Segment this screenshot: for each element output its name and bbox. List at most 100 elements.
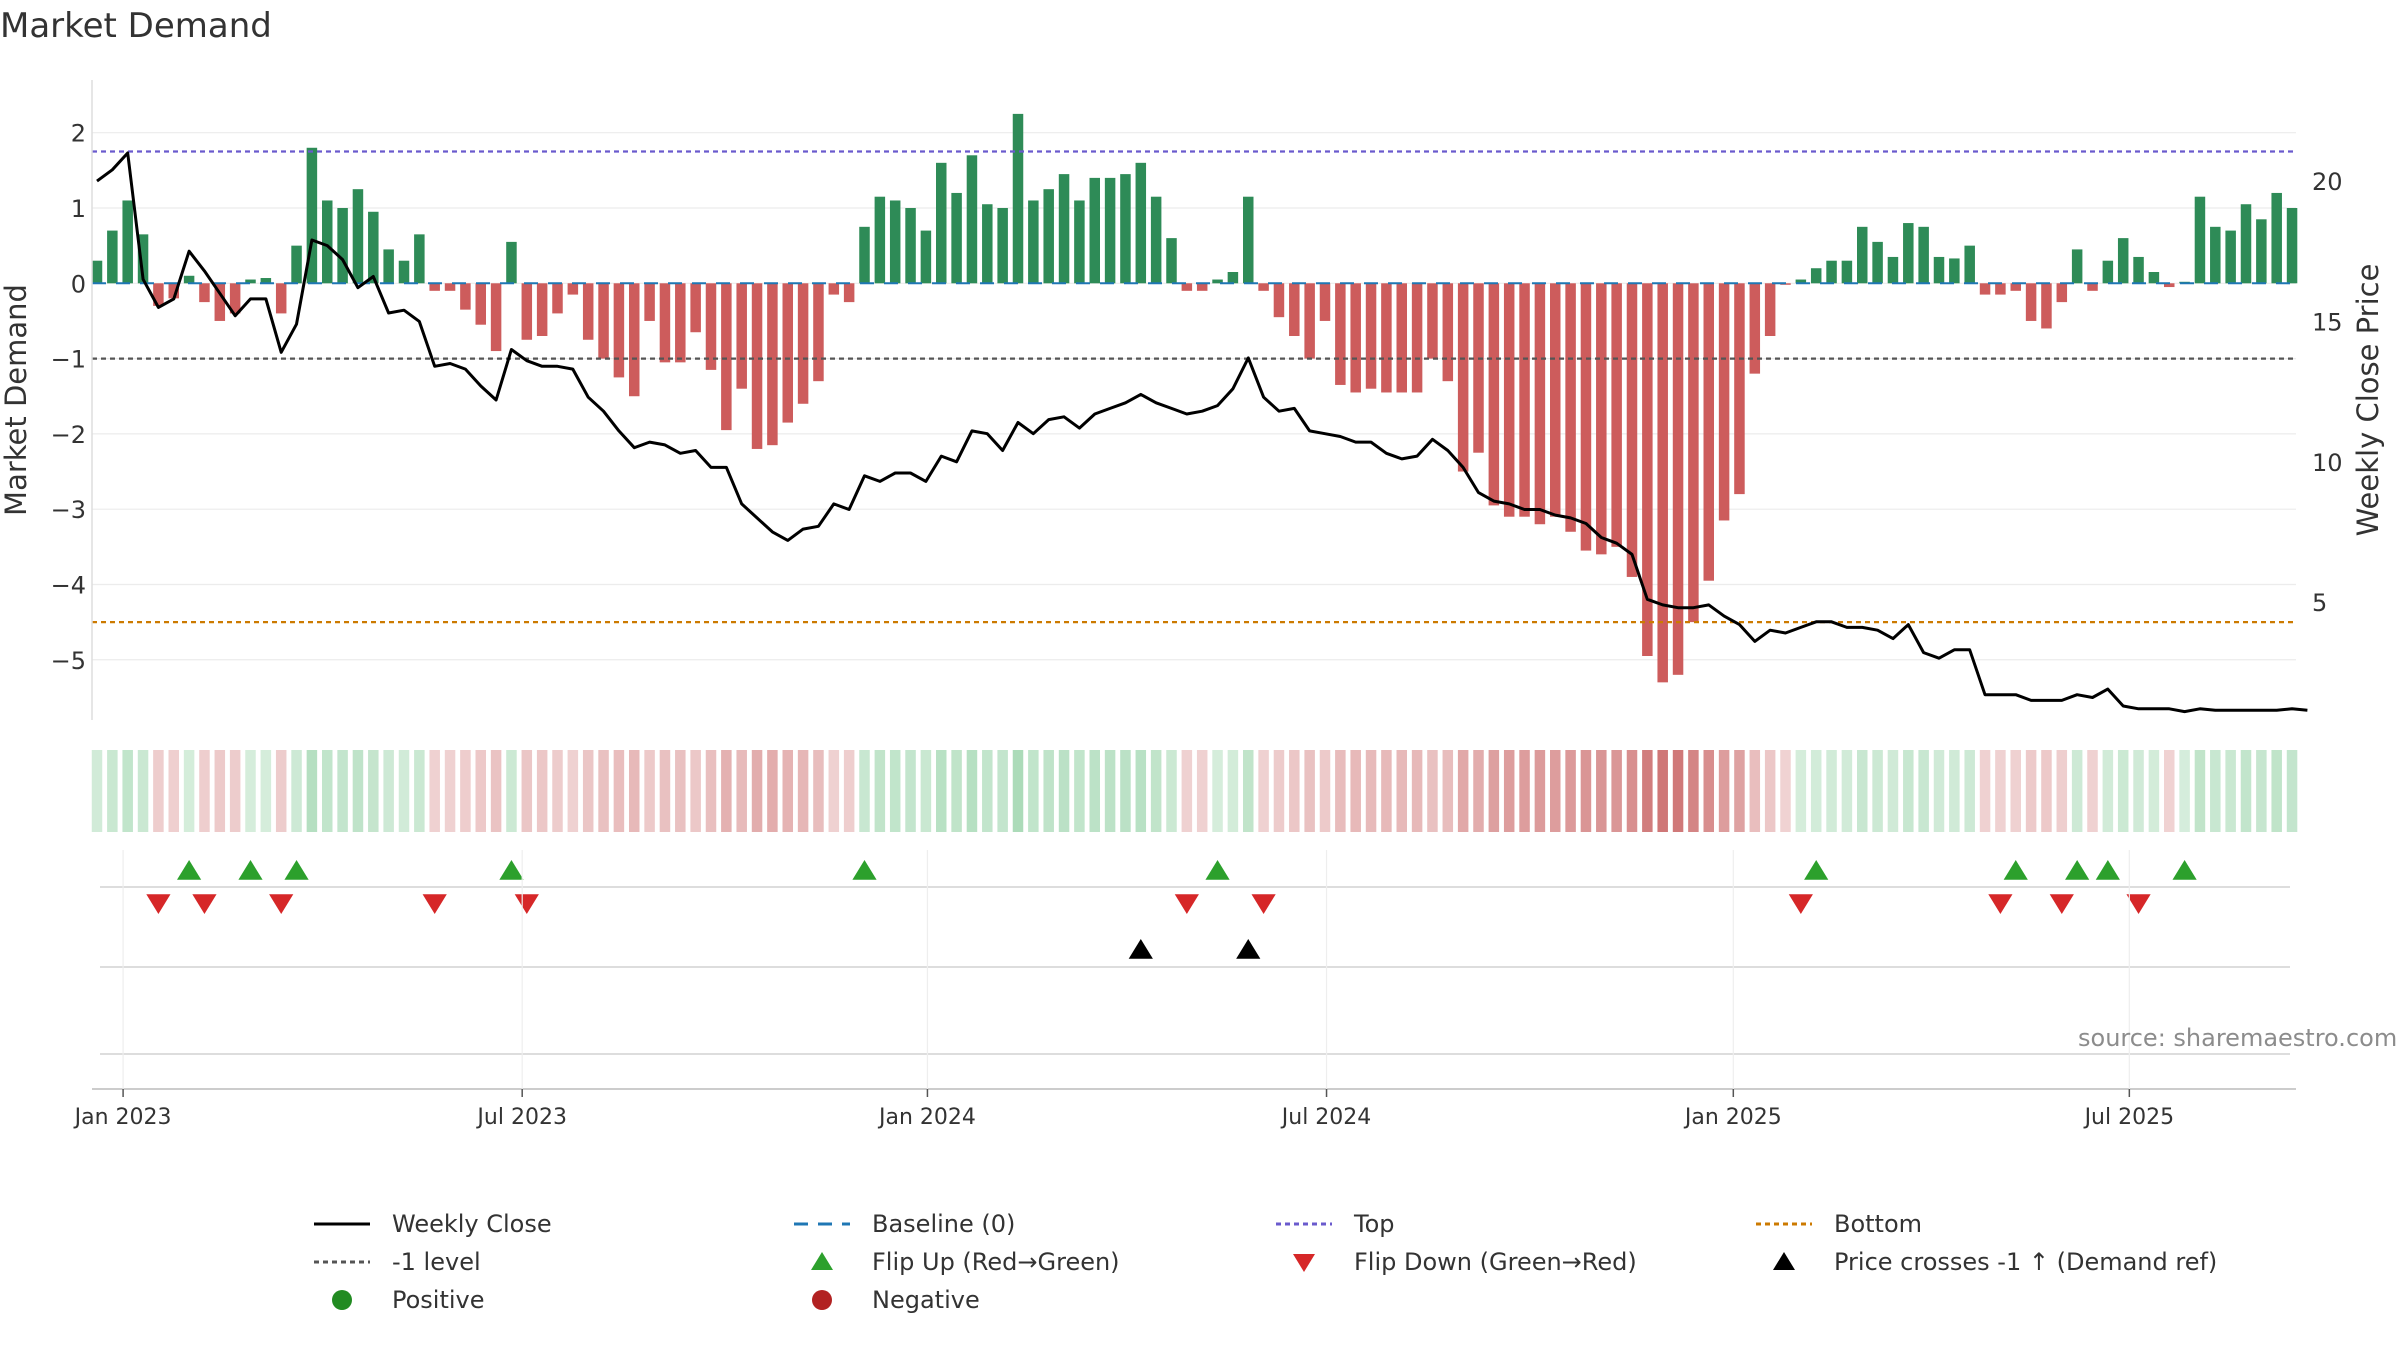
- demand-bar: [1872, 241, 1883, 284]
- y-tick-label: −1: [51, 346, 86, 374]
- heat-cell: [1857, 750, 1868, 832]
- heat-cell: [966, 750, 978, 832]
- demand-bar: [429, 283, 440, 291]
- demand-bar: [1918, 226, 1929, 284]
- heat-cell: [137, 750, 149, 832]
- demand-bar: [889, 200, 901, 284]
- flip-up-marker: [177, 860, 202, 880]
- heat-cell: [1887, 750, 1899, 832]
- y2-tick-label: 20: [2312, 168, 2343, 196]
- demand-bar: [1810, 268, 1822, 284]
- flip-down-marker: [1788, 894, 1813, 914]
- heat-cell: [705, 750, 717, 832]
- heat-cell: [552, 750, 563, 832]
- y2-axis-label: Weekly Close Price: [2351, 264, 2385, 537]
- flip-up-marker: [1804, 860, 1829, 880]
- flip-up-marker: [2003, 860, 2028, 880]
- demand-bar: [1365, 283, 1377, 389]
- flip-up-marker: [2065, 860, 2090, 880]
- heat-cell: [1964, 750, 1975, 832]
- flip-down-marker: [2049, 894, 2074, 914]
- legend-baseline-symbol: [794, 1222, 850, 1226]
- demand-bar: [536, 283, 548, 336]
- demand-bar: [1166, 238, 1177, 284]
- demand-bar: [874, 196, 886, 284]
- x-tick-label: Jul 2025: [2083, 1105, 2175, 1130]
- heat-cell: [1764, 750, 1776, 832]
- legend-bottom-symbol: [1756, 1222, 1812, 1226]
- heat-cell: [2117, 750, 2129, 832]
- demand-bar: [1427, 283, 1438, 359]
- legend-negative-symbol: [812, 1290, 832, 1310]
- heat-cell: [275, 750, 287, 832]
- heat-cell: [1074, 750, 1085, 832]
- demand-bar: [183, 275, 195, 284]
- heat-cell: [1903, 750, 1914, 832]
- demand-bar: [751, 283, 763, 449]
- demand-bar: [936, 162, 947, 284]
- heat-cell: [322, 750, 333, 832]
- y-tick-label: 0: [71, 270, 86, 298]
- flip-up-marker: [2172, 860, 2197, 880]
- heat-cell: [782, 750, 793, 832]
- heat-cell: [1319, 750, 1331, 832]
- demand-bar: [966, 155, 978, 284]
- heat-cell: [1396, 750, 1407, 832]
- demand-bar: [1534, 283, 1546, 525]
- demand-bar: [1718, 283, 1730, 521]
- heat-cell: [951, 750, 962, 832]
- demand-bar: [2117, 238, 2129, 284]
- demand-bar: [521, 283, 533, 340]
- heat-cell: [1427, 750, 1438, 832]
- heat-cell: [644, 750, 655, 832]
- demand-bar: [1642, 283, 1653, 656]
- heat-cell: [429, 750, 440, 832]
- demand-bar: [337, 208, 348, 284]
- heat-cell: [859, 750, 870, 832]
- legend-top: Top: [1272, 1206, 1395, 1242]
- demand-bar: [2025, 283, 2037, 321]
- demand-bar: [1074, 200, 1085, 284]
- x-tick-label: Jul 2023: [475, 1105, 567, 1130]
- demand-bar: [1135, 162, 1147, 284]
- demand-bar: [982, 204, 993, 284]
- legend-label: Baseline (0): [872, 1210, 1016, 1238]
- heat-cell: [1826, 750, 1837, 832]
- demand-bar: [2056, 283, 2068, 303]
- demand-bar: [1488, 283, 1500, 506]
- heat-cell: [1012, 750, 1024, 832]
- y-tick-label: 2: [71, 120, 86, 148]
- demand-bar: [1442, 283, 1454, 382]
- demand-bar: [1764, 283, 1776, 336]
- heat-cell: [229, 750, 241, 832]
- demand-bar: [2225, 230, 2236, 284]
- heat-cell: [107, 750, 118, 832]
- y2-tick-label: 5: [2312, 589, 2327, 617]
- flip-up-marker: [1205, 860, 1230, 880]
- x-axis: Jan 2023 Jul 2023 Jan 2024 Jul 2024 Jan 2025…: [73, 850, 2296, 1130]
- price-cross-marker: [1236, 939, 1261, 959]
- heat-cell: [920, 750, 932, 832]
- demand-bar: [659, 283, 671, 363]
- demand-bar: [1181, 283, 1193, 291]
- heat-cell: [383, 750, 394, 832]
- heat-cell: [721, 750, 732, 832]
- demand-bar: [1058, 174, 1070, 284]
- flip-up-marker: [499, 860, 524, 880]
- heat-cell: [91, 750, 103, 832]
- heat-cell: [2041, 750, 2052, 832]
- demand-bar: [153, 283, 164, 306]
- demand-bar: [1473, 283, 1484, 453]
- demand-bar: [291, 245, 302, 284]
- heat-cell: [1442, 750, 1454, 832]
- heat-cell: [168, 750, 179, 832]
- heat-cell: [2010, 750, 2021, 832]
- heat-cell: [536, 750, 548, 832]
- heat-cell: [122, 750, 133, 832]
- heat-cell: [1135, 750, 1147, 832]
- demand-bar: [352, 189, 364, 284]
- demand-bar: [567, 283, 579, 295]
- heat-cell: [245, 750, 256, 832]
- heat-cell: [1626, 750, 1638, 832]
- legend-label: Weekly Close: [392, 1210, 552, 1238]
